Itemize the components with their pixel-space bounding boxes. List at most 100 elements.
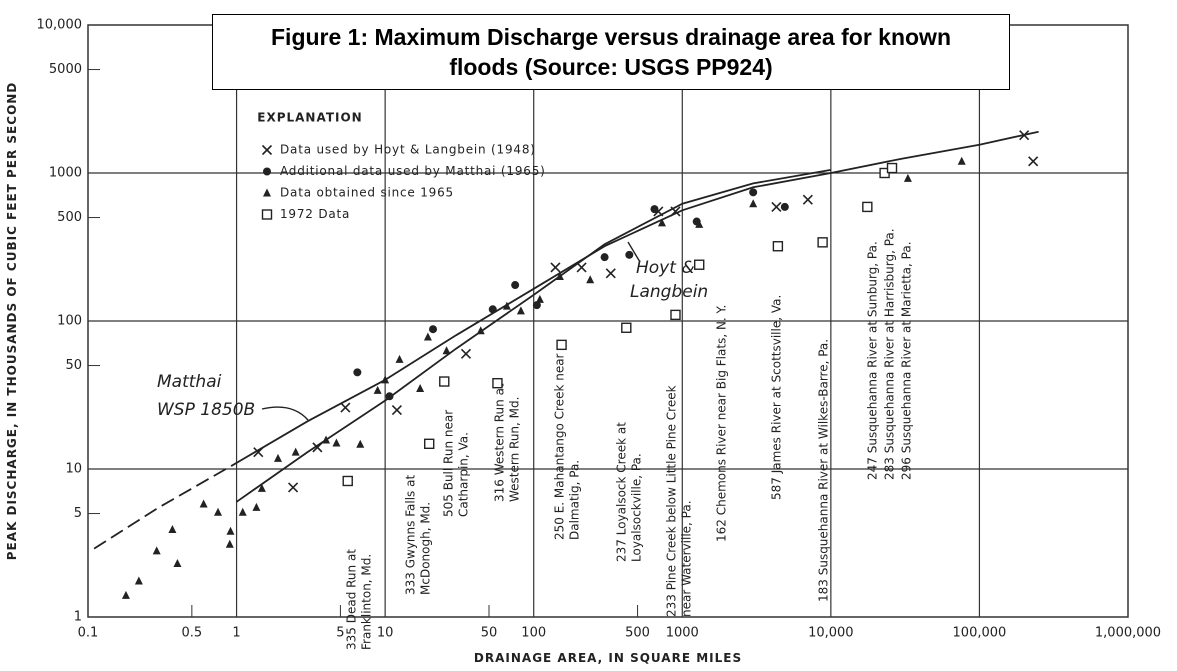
y-tick-label: 50 [65,358,82,373]
station-label: 335 Dead Run at [345,549,359,650]
point [442,346,451,355]
marker-part [423,332,432,341]
point [253,447,264,458]
marker-part [439,376,450,387]
x-tick-label: 1,000,000 [1095,626,1161,641]
annotation-arrow [261,406,309,421]
station-label: 505 Bull Run near [442,410,456,517]
x-tick-label: 0.5 [182,626,203,641]
marker-part [373,385,382,394]
marker-part [226,526,235,535]
marker-part [511,281,520,290]
marker-part [340,402,351,413]
point [586,275,595,284]
marker-part [625,250,634,259]
marker-part [395,354,404,363]
curve [93,462,238,550]
marker-part [532,301,541,310]
point [621,322,632,333]
point [121,590,130,599]
marker-part [650,205,659,214]
marker-part [225,539,234,548]
x-tick-label: 500 [625,626,650,641]
marker-part [168,525,177,534]
legend-label: Data obtained since 1965 [280,186,454,200]
marker-part [214,507,223,516]
marker-part [886,162,898,174]
legend-label: Additional data used by Matthai (1965) [280,164,546,178]
point [802,194,813,205]
point [214,507,223,516]
station-label: 333 Gwynns Falls at [404,475,418,595]
point [1019,130,1030,141]
point [535,294,544,303]
marker-part [263,167,271,176]
point [555,271,564,280]
station-label: 247 Susquehanna River at Sunburg, Pa. [866,241,880,480]
point [886,162,898,174]
legend-label: 1972 Data [280,207,350,221]
x-tick-label: 0.1 [78,626,99,641]
marker-part [492,377,503,389]
marker-part [257,483,266,492]
point [502,301,511,310]
marker-part [261,144,273,156]
legend-entry: Data used by Hoyt & Langbein (1948) [261,143,535,157]
station-label: 283 Susquehanna River at Harrisburg, Pa. [883,228,897,480]
x-tick-label: 1 [232,626,240,641]
point [625,250,634,259]
point [226,526,235,535]
point [771,201,782,212]
marker-part [862,201,873,213]
point [199,499,208,508]
marker-part [253,447,264,458]
point [261,144,273,156]
point [780,202,789,211]
marker-part [516,306,525,315]
point [772,241,784,252]
point [670,206,681,217]
station-label: near Waterville, Pa. [680,500,694,617]
marker-part [535,294,544,303]
point [1028,156,1039,167]
point [152,546,161,555]
marker-part [381,375,390,384]
marker-part [657,218,666,227]
point [342,475,353,487]
marker-part [957,156,966,165]
marker-part [312,442,323,453]
y-tick-label: 5 [74,506,82,521]
marker-part [621,322,632,333]
point [556,339,567,351]
marker-part [460,348,472,359]
y-tick-label: 10 [65,462,82,477]
point [322,435,331,444]
marker-part [353,368,362,377]
marker-part [238,507,247,516]
point [261,209,273,220]
marker-part [653,206,664,217]
marker-part [771,201,782,212]
station-label: 237 Loyalsock Creek at [615,422,629,562]
station-label: McDonogh, Md. [419,502,433,595]
marker-part [817,237,828,248]
annotation: Matthai [157,372,222,392]
point [650,205,659,214]
marker-part [670,206,681,217]
marker-part [1019,130,1030,141]
y-tick-label: 10,000 [37,18,83,33]
marker-part [442,346,451,355]
point [340,402,351,413]
y-tick-label: 1 [74,610,82,625]
marker-part [1028,156,1039,167]
marker-part [903,173,912,182]
point [332,438,341,447]
marker-part [287,482,299,493]
point [353,368,362,377]
point [511,281,520,290]
point [550,262,561,273]
point [429,325,438,334]
curve [236,169,832,503]
marker-part [670,309,681,321]
x-tick-label: 50 [481,626,498,641]
